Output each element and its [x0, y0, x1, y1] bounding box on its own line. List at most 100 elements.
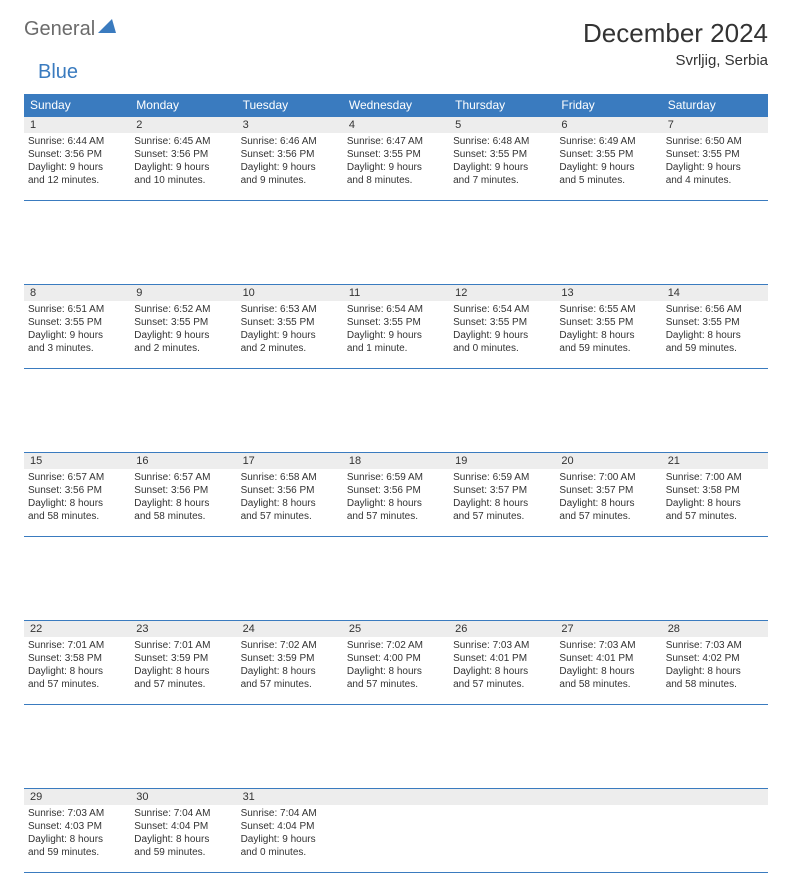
sunset-line: Sunset: 3:58 PM: [666, 484, 764, 497]
day-details: Sunrise: 6:59 AMSunset: 3:57 PMDaylight:…: [449, 469, 555, 527]
day-details: Sunrise: 7:02 AMSunset: 4:00 PMDaylight:…: [343, 637, 449, 695]
day-number: 6: [555, 117, 661, 133]
day-details: Sunrise: 7:00 AMSunset: 3:57 PMDaylight:…: [555, 469, 661, 527]
sunset-line: Sunset: 3:56 PM: [134, 148, 232, 161]
day-cell: 10Sunrise: 6:53 AMSunset: 3:55 PMDayligh…: [237, 285, 343, 369]
daylight-line-1: Daylight: 8 hours: [666, 665, 764, 678]
day-details: Sunrise: 6:54 AMSunset: 3:55 PMDaylight:…: [343, 301, 449, 359]
day-number: 1: [24, 117, 130, 133]
daylight-line-2: and 57 minutes.: [241, 678, 339, 691]
sunrise-line: Sunrise: 7:03 AM: [453, 639, 551, 652]
daylight-line-1: Daylight: 8 hours: [453, 497, 551, 510]
sunset-line: Sunset: 4:04 PM: [241, 820, 339, 833]
calendar-table: SundayMondayTuesdayWednesdayThursdayFrid…: [24, 94, 768, 873]
day-cell: 18Sunrise: 6:59 AMSunset: 3:56 PMDayligh…: [343, 453, 449, 537]
sunset-line: Sunset: 3:55 PM: [666, 316, 764, 329]
daylight-line-1: Daylight: 9 hours: [241, 329, 339, 342]
sunset-line: Sunset: 3:55 PM: [559, 148, 657, 161]
daylight-line-2: and 12 minutes.: [28, 174, 126, 187]
week-row: 8Sunrise: 6:51 AMSunset: 3:55 PMDaylight…: [24, 285, 768, 369]
day-number: 18: [343, 453, 449, 469]
day-details: Sunrise: 6:59 AMSunset: 3:56 PMDaylight:…: [343, 469, 449, 527]
daylight-line-2: and 4 minutes.: [666, 174, 764, 187]
day-cell: 4Sunrise: 6:47 AMSunset: 3:55 PMDaylight…: [343, 117, 449, 201]
day-details: Sunrise: 6:54 AMSunset: 3:55 PMDaylight:…: [449, 301, 555, 359]
day-details: Sunrise: 7:03 AMSunset: 4:02 PMDaylight:…: [662, 637, 768, 695]
sunrise-line: Sunrise: 6:53 AM: [241, 303, 339, 316]
sunrise-line: Sunrise: 7:01 AM: [134, 639, 232, 652]
sunset-line: Sunset: 4:04 PM: [134, 820, 232, 833]
sunrise-line: Sunrise: 6:47 AM: [347, 135, 445, 148]
daylight-line-2: and 5 minutes.: [559, 174, 657, 187]
daylight-line-2: and 58 minutes.: [134, 510, 232, 523]
day-number: 21: [662, 453, 768, 469]
calendar-page: General December 2024 Svrljig, Serbia Bl…: [0, 0, 792, 885]
day-number: [449, 789, 555, 805]
day-details: Sunrise: 7:00 AMSunset: 3:58 PMDaylight:…: [662, 469, 768, 527]
week-row: 29Sunrise: 7:03 AMSunset: 4:03 PMDayligh…: [24, 789, 768, 873]
daylight-line-2: and 57 minutes.: [666, 510, 764, 523]
daylight-line-1: Daylight: 8 hours: [559, 497, 657, 510]
brand-part1: General: [24, 18, 95, 41]
daylight-line-2: and 57 minutes.: [241, 510, 339, 523]
weekday-wednesday: Wednesday: [343, 94, 449, 117]
sunset-line: Sunset: 3:59 PM: [134, 652, 232, 665]
sunset-line: Sunset: 3:55 PM: [666, 148, 764, 161]
sunrise-line: Sunrise: 6:51 AM: [28, 303, 126, 316]
sunrise-line: Sunrise: 7:02 AM: [241, 639, 339, 652]
sunset-line: Sunset: 3:56 PM: [28, 484, 126, 497]
sunrise-line: Sunrise: 7:04 AM: [134, 807, 232, 820]
day-details: Sunrise: 6:46 AMSunset: 3:56 PMDaylight:…: [237, 133, 343, 191]
sunrise-line: Sunrise: 7:02 AM: [347, 639, 445, 652]
day-cell: 25Sunrise: 7:02 AMSunset: 4:00 PMDayligh…: [343, 621, 449, 705]
brand-triangle-icon: [98, 19, 116, 38]
day-cell: 8Sunrise: 6:51 AMSunset: 3:55 PMDaylight…: [24, 285, 130, 369]
day-cell: 1Sunrise: 6:44 AMSunset: 3:56 PMDaylight…: [24, 117, 130, 201]
weekday-thursday: Thursday: [449, 94, 555, 117]
daylight-line-1: Daylight: 8 hours: [559, 329, 657, 342]
day-number: 14: [662, 285, 768, 301]
daylight-line-2: and 59 minutes.: [134, 846, 232, 859]
day-number: 4: [343, 117, 449, 133]
sunrise-line: Sunrise: 7:03 AM: [28, 807, 126, 820]
day-details: Sunrise: 6:53 AMSunset: 3:55 PMDaylight:…: [237, 301, 343, 359]
day-details: Sunrise: 6:44 AMSunset: 3:56 PMDaylight:…: [24, 133, 130, 191]
sunrise-line: Sunrise: 6:49 AM: [559, 135, 657, 148]
week-row: 15Sunrise: 6:57 AMSunset: 3:56 PMDayligh…: [24, 453, 768, 537]
daylight-line-2: and 57 minutes.: [559, 510, 657, 523]
daylight-line-1: Daylight: 9 hours: [134, 161, 232, 174]
week-spacer: [24, 537, 768, 621]
daylight-line-2: and 57 minutes.: [347, 678, 445, 691]
day-cell: 19Sunrise: 6:59 AMSunset: 3:57 PMDayligh…: [449, 453, 555, 537]
daylight-line-1: Daylight: 8 hours: [28, 833, 126, 846]
day-cell: 6 Sunrise: 6:49 AMSunset: 3:55 PMDaylight…: [555, 117, 661, 201]
day-cell: 23Sunrise: 7:01 AMSunset: 3:59 PMDayligh…: [130, 621, 236, 705]
day-number: 22: [24, 621, 130, 637]
daylight-line-2: and 57 minutes.: [134, 678, 232, 691]
daylight-line-1: Daylight: 9 hours: [559, 161, 657, 174]
sunset-line: Sunset: 3:57 PM: [559, 484, 657, 497]
daylight-line-1: Daylight: 9 hours: [453, 329, 551, 342]
location-label: Svrljig, Serbia: [583, 52, 768, 69]
day-number: 19: [449, 453, 555, 469]
day-cell: 12Sunrise: 6:54 AMSunset: 3:55 PMDayligh…: [449, 285, 555, 369]
day-cell: 27Sunrise: 7:03 AMSunset: 4:01 PMDayligh…: [555, 621, 661, 705]
sunset-line: Sunset: 3:57 PM: [453, 484, 551, 497]
brand-part2: Blue: [38, 61, 78, 83]
daylight-line-1: Daylight: 9 hours: [347, 329, 445, 342]
empty-cell: [555, 789, 661, 873]
day-number: 26: [449, 621, 555, 637]
sunset-line: Sunset: 3:55 PM: [559, 316, 657, 329]
daylight-line-2: and 7 minutes.: [453, 174, 551, 187]
daylight-line-1: Daylight: 8 hours: [453, 665, 551, 678]
day-details: Sunrise: 6:51 AMSunset: 3:55 PMDaylight:…: [24, 301, 130, 359]
day-number: 16: [130, 453, 236, 469]
day-cell: 2Sunrise: 6:45 AMSunset: 3:56 PMDaylight…: [130, 117, 236, 201]
sunrise-line: Sunrise: 6:59 AM: [347, 471, 445, 484]
day-number: 25: [343, 621, 449, 637]
day-details: Sunrise: 7:01 AMSunset: 3:58 PMDaylight:…: [24, 637, 130, 695]
sunrise-line: Sunrise: 6:57 AM: [134, 471, 232, 484]
sunset-line: Sunset: 3:55 PM: [453, 316, 551, 329]
day-details: Sunrise: 7:03 AMSunset: 4:03 PMDaylight:…: [24, 805, 130, 863]
day-cell: 21Sunrise: 7:00 AMSunset: 3:58 PMDayligh…: [662, 453, 768, 537]
